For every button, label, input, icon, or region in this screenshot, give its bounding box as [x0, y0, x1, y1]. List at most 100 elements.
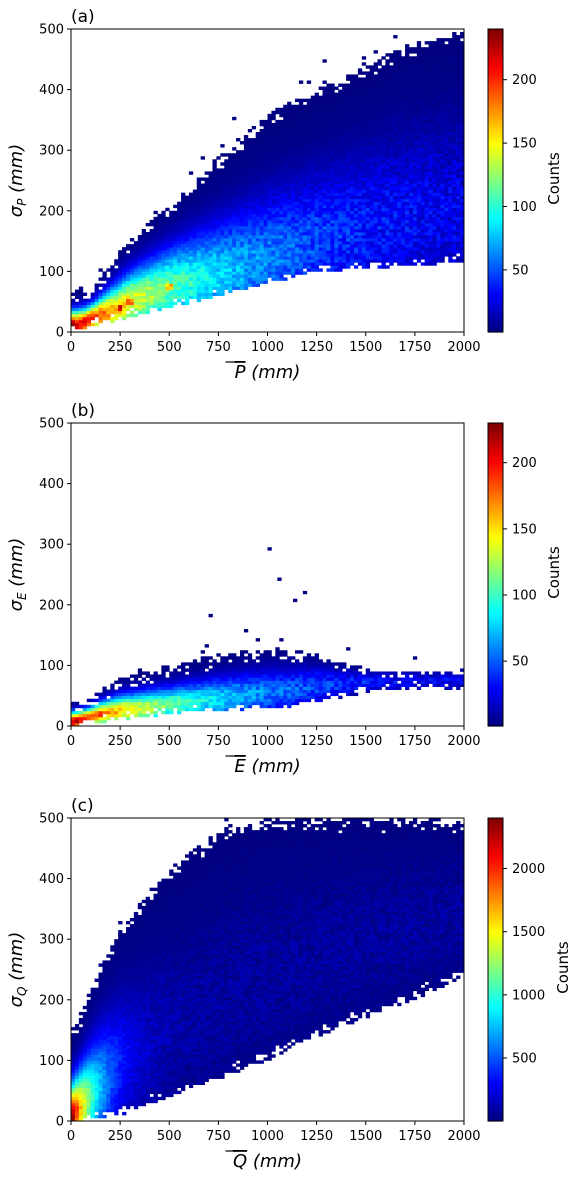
heatmap-cell — [196, 268, 202, 272]
heatmap-cell — [361, 150, 367, 154]
heatmap-cell — [200, 277, 205, 281]
heatmap-cell — [204, 195, 209, 200]
heatmap-cell — [141, 310, 147, 315]
heatmap-cell — [291, 174, 296, 178]
heatmap-cell — [228, 207, 233, 212]
heatmap-cell — [381, 153, 386, 157]
heatmap-cell — [129, 247, 135, 251]
heatmap-cell — [129, 280, 135, 284]
heatmap-cell — [369, 244, 374, 248]
heatmap-cell — [306, 150, 312, 154]
heatmap-cell — [393, 119, 398, 124]
heatmap-cell — [133, 301, 139, 306]
heatmap-cell — [420, 71, 426, 75]
heatmap-cell — [295, 265, 300, 269]
heatmap-cell — [440, 113, 445, 118]
heatmap-cell — [291, 147, 296, 151]
heatmap-cell — [397, 125, 402, 130]
heatmap-cell — [342, 256, 347, 260]
heatmap-cell — [452, 92, 457, 97]
heatmap-cell — [412, 210, 418, 215]
heatmap-cell — [428, 168, 433, 172]
heatmap-cell — [326, 247, 331, 251]
heatmap-cell — [373, 147, 378, 151]
heatmap-cell — [420, 110, 426, 115]
heatmap-cell — [322, 162, 327, 166]
heatmap-cell — [342, 86, 347, 90]
heatmap-cell — [420, 56, 426, 60]
heatmap-cell — [306, 116, 312, 121]
heatmap-cell — [255, 238, 260, 242]
heatmap-cell — [353, 113, 359, 118]
heatmap-cell — [401, 171, 406, 175]
colorbar-segment — [488, 183, 503, 187]
colorbar-segment — [488, 147, 503, 151]
heatmap-cell — [416, 253, 422, 257]
heatmap-cell — [389, 138, 394, 142]
heatmap-cell — [247, 141, 253, 145]
heatmap-cell — [408, 225, 414, 230]
heatmap-cell — [102, 286, 107, 290]
heatmap-cell — [405, 192, 410, 196]
heatmap-cell — [149, 283, 154, 287]
heatmap-cell — [192, 256, 198, 260]
heatmap-cell — [196, 286, 202, 290]
heatmap-cell — [381, 198, 386, 203]
heatmap-cell — [259, 135, 264, 139]
heatmap-cell — [436, 195, 441, 200]
heatmap-cell — [393, 35, 398, 39]
heatmap-cell — [291, 232, 296, 236]
heatmap-cell — [247, 201, 253, 206]
heatmap-cell — [373, 83, 378, 87]
heatmap-cell — [440, 116, 445, 121]
heatmap-cell — [239, 271, 245, 275]
heatmap-cell — [145, 292, 150, 296]
heatmap-cell — [212, 192, 217, 196]
heatmap-cell — [397, 225, 402, 230]
heatmap-cell — [440, 153, 445, 157]
heatmap-cell — [228, 189, 233, 193]
heatmap-cell — [173, 210, 178, 215]
heatmap-cell — [393, 56, 398, 60]
heatmap-cell — [322, 247, 327, 251]
heatmap-cell — [350, 83, 355, 87]
heatmap-cell — [448, 174, 453, 178]
heatmap-cell — [424, 80, 429, 84]
heatmap-cell — [314, 122, 319, 127]
heatmap-cell — [295, 159, 300, 163]
heatmap-cell — [420, 225, 426, 230]
heatmap-cell — [181, 301, 186, 306]
heatmap-cell — [291, 159, 296, 163]
heatmap-cell — [283, 247, 288, 251]
heatmap-cell — [228, 210, 233, 215]
heatmap-cell — [239, 207, 245, 212]
colorbar-segment — [488, 236, 503, 240]
heatmap-cell — [212, 283, 217, 287]
heatmap-cell — [334, 101, 339, 106]
heatmap-cell — [314, 244, 319, 248]
heatmap-cell — [338, 256, 343, 260]
heatmap-cell — [279, 171, 284, 175]
heatmap-cell — [440, 125, 445, 130]
heatmap-cell — [267, 177, 272, 181]
heatmap-cell — [393, 180, 398, 184]
heatmap-cell — [247, 147, 253, 151]
heatmap-cell — [346, 210, 351, 215]
heatmap-cell — [350, 201, 355, 206]
heatmap-cell — [298, 110, 304, 115]
heatmap-cell — [381, 250, 386, 254]
heatmap-cell — [141, 274, 147, 278]
heatmap-cell — [432, 238, 437, 242]
heatmap-cell — [326, 119, 331, 124]
heatmap-cell — [208, 286, 213, 290]
heatmap-cell — [157, 222, 162, 227]
heatmap-cell — [330, 201, 335, 206]
heatmap-cell — [428, 225, 433, 230]
heatmap-cell — [255, 262, 260, 266]
heatmap-cell — [255, 147, 260, 151]
heatmap-cell — [460, 195, 465, 200]
heatmap-cell — [401, 232, 406, 236]
heatmap-cell — [444, 195, 449, 200]
heatmap-cell — [204, 213, 209, 218]
heatmap-cell — [373, 189, 378, 193]
